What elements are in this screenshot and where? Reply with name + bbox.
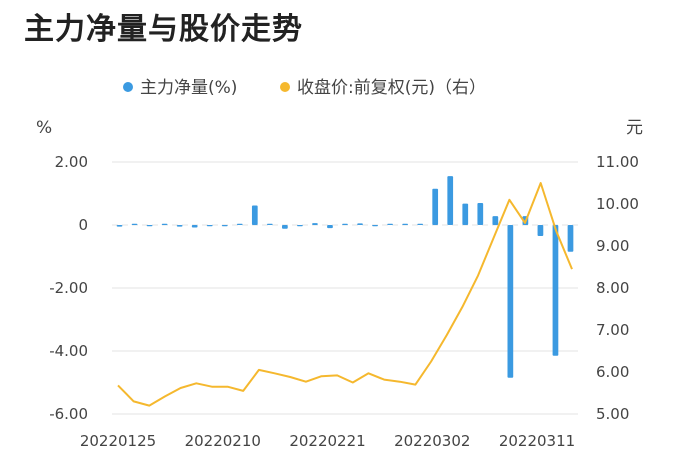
line-series [117,182,573,407]
bar [221,225,228,227]
bar [297,225,303,227]
x-tick-label: 20220311 [499,432,575,450]
bar [176,225,183,227]
y-right-tick-label: 11.00 [596,153,639,171]
y-left-tick-label: 0 [78,216,88,234]
y-left-unit: % [36,118,52,138]
y-left-tick-label: -4.00 [49,342,88,360]
bar [327,225,333,229]
legend-marker-bar [123,82,133,92]
price-line [117,182,573,407]
y-right-tick-label: 6.00 [596,363,629,381]
x-tick-label: 20220125 [80,432,156,450]
bar [432,188,439,225]
y-right-tick-label: 5.00 [596,405,629,423]
y-right-unit: 元 [626,118,643,138]
legend-marker-line [280,82,290,92]
x-tick-label: 20220221 [289,432,365,450]
bar [282,225,288,229]
bar [462,203,469,225]
bar [236,223,243,225]
axes: 2.00 0 -2.00 -4.00 -6.00 11.00 10.00 9.00 8.00 7.… [36,118,643,450]
bar [402,223,408,225]
bar [161,223,168,225]
y-left-tick-label: 2.00 [55,153,88,171]
bar [507,225,514,378]
bar [552,225,559,356]
y-right-tick-label: 10.00 [596,195,639,213]
bar [206,225,213,227]
y-right-tick-label: 8.00 [596,279,629,297]
bar [251,205,258,225]
y-left-tick-label: -6.00 [49,405,88,423]
bar [116,225,123,227]
bar [372,225,378,227]
bar [312,223,318,225]
bar [537,225,544,237]
bar [567,225,574,252]
bar [447,176,454,225]
bar [146,225,153,227]
legend-label-line: 收盘价:前复权(元)（右） [297,78,486,98]
bar [357,223,363,225]
y-right-tick-label: 9.00 [596,237,629,255]
x-tick-label: 20220302 [394,432,470,450]
bar [266,223,273,225]
bar [191,225,198,228]
y-left-tick-label: -2.00 [49,279,88,297]
legend: 主力净量(%) 收盘价:前复权(元)（右） [123,78,486,98]
bar [477,202,484,225]
x-tick-label: 20220210 [185,432,261,450]
bar [387,223,393,225]
y-right-tick-label: 7.00 [596,321,629,339]
bar [492,216,499,225]
bar [417,223,424,225]
chart-title: 主力净量与股价走势 [24,12,303,47]
bar [131,223,138,225]
legend-label-bar: 主力净量(%) [140,78,237,98]
bar-series [116,176,574,378]
bar [342,223,348,225]
